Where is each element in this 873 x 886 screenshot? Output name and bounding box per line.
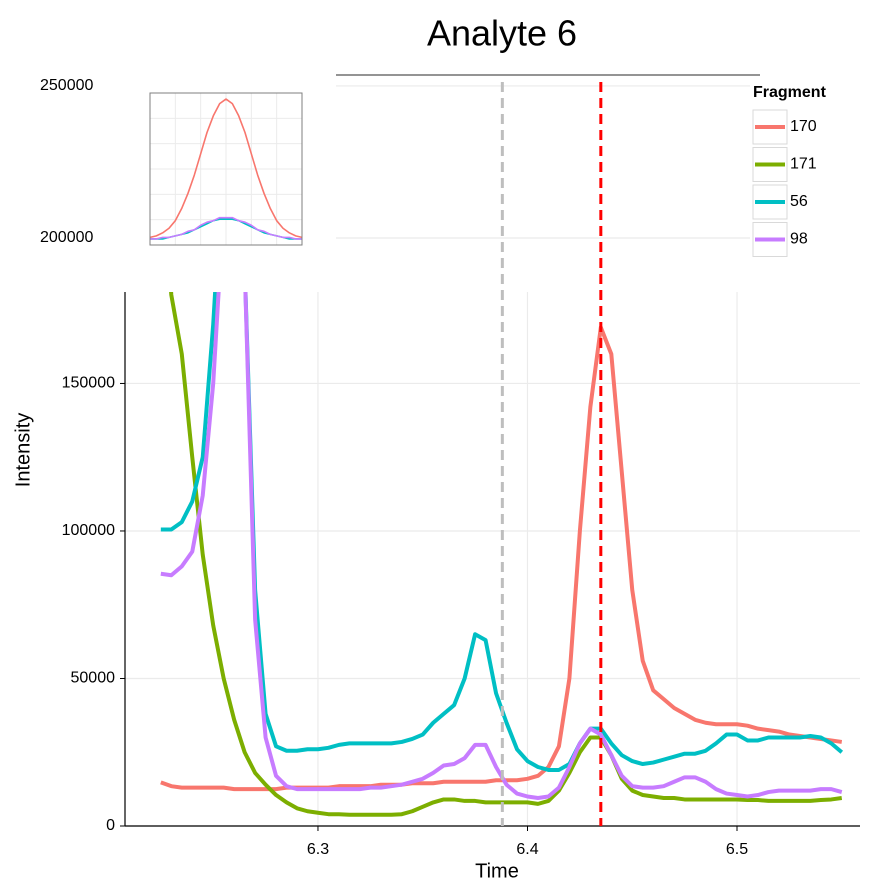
y-tick-label: 250000	[40, 77, 93, 94]
upper-labels: 200000 250000	[40, 77, 93, 246]
x-tick-label: 6.4	[516, 841, 538, 858]
y-axis-title: Intensity	[12, 413, 34, 487]
data-line	[150, 216, 302, 240]
plot-area	[149, 98, 303, 240]
legend-label: 98	[790, 231, 808, 248]
y-tick-label: 150000	[62, 375, 115, 392]
y-tick-label: 50000	[71, 670, 116, 687]
y-tick-label: 200000	[40, 229, 93, 246]
data-line	[160, 325, 843, 792]
x-axis-title: Time	[475, 860, 519, 882]
x-tick-label: 6.3	[307, 841, 329, 858]
chart-title: Analyte 6	[427, 13, 577, 54]
legend-label: 170	[790, 118, 817, 135]
legend-label: 56	[790, 193, 808, 210]
y-tick-label: 0	[106, 817, 115, 834]
y-tick-label: 100000	[62, 522, 115, 539]
legend-title: Fragment	[753, 84, 827, 101]
data-line	[149, 98, 303, 239]
x-tick-label: 6.5	[726, 841, 748, 858]
inset-frame	[149, 92, 303, 246]
legend-label: 171	[790, 156, 817, 173]
